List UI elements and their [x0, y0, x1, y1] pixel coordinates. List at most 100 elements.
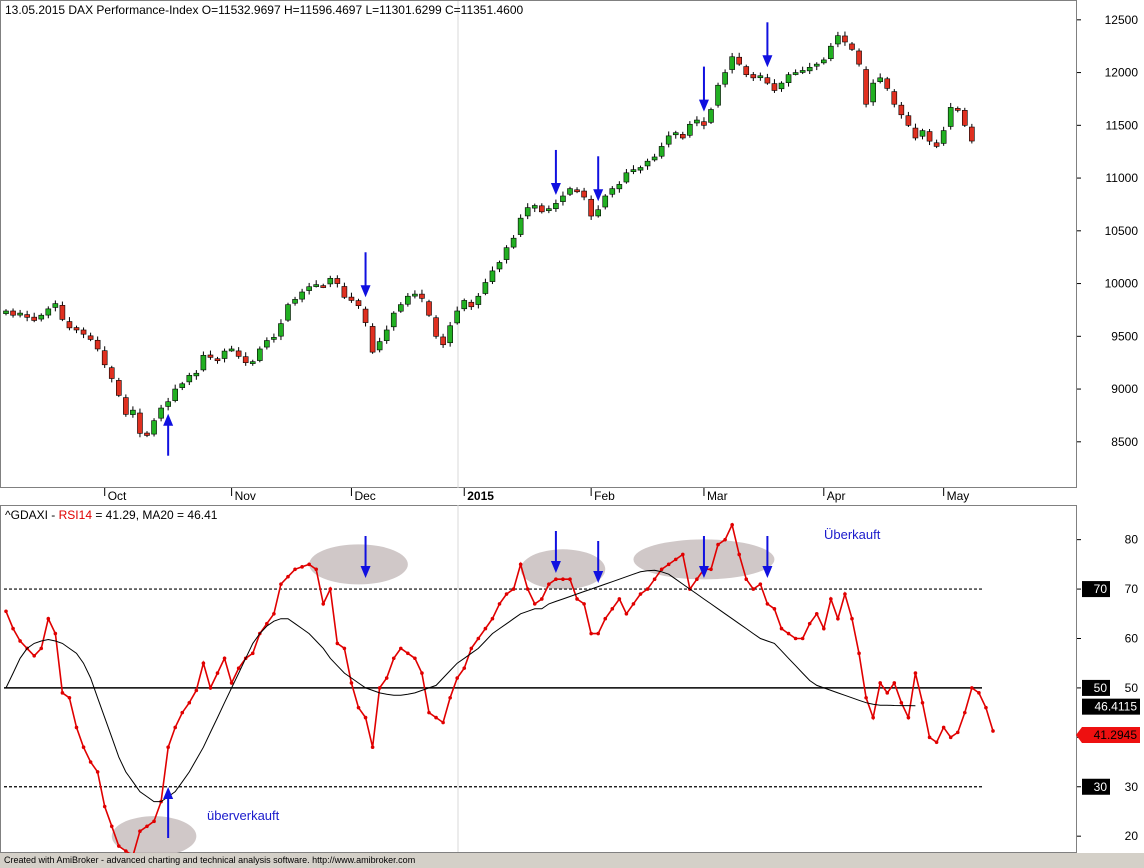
price-arrow-up-head	[163, 413, 174, 426]
rsi-point	[427, 710, 431, 715]
candle-bull	[919, 130, 926, 137]
candle-bull	[186, 375, 193, 383]
candle-bear	[969, 126, 975, 142]
rsi-point	[955, 730, 960, 735]
rsi-point	[716, 542, 720, 547]
candle-bull	[651, 156, 658, 161]
price-pane	[0, 0, 1077, 488]
rsi-point	[286, 574, 290, 579]
candle-bear	[31, 316, 38, 321]
tag-rsi-bg	[1076, 726, 1140, 743]
rsi-highlight	[111, 816, 197, 857]
candle-bear	[362, 308, 369, 323]
price-arrow-down-head	[593, 189, 604, 202]
rsi-point	[892, 681, 897, 685]
candle-bull	[306, 286, 312, 291]
tag-ma: 46.4115	[1095, 700, 1138, 714]
candle-bear	[235, 350, 242, 357]
date-label: Dec	[354, 489, 375, 503]
candle-bear	[905, 115, 912, 126]
candle-bear	[891, 91, 898, 105]
candle-bear	[320, 285, 327, 288]
rsi-highlight-ellipses	[111, 539, 775, 857]
rsi-highlight	[520, 549, 606, 590]
candle-bull	[672, 132, 679, 136]
candle-bear	[94, 339, 101, 350]
candle-bull	[510, 237, 517, 248]
candle-bear	[24, 314, 30, 318]
rsi-point	[504, 592, 509, 596]
date-label: Apr	[827, 489, 846, 503]
tag-70: 70	[1094, 582, 1108, 596]
candle-bear	[207, 354, 214, 358]
candle-bull	[292, 299, 298, 304]
candle-bear	[59, 305, 66, 320]
candle-bear	[898, 104, 905, 116]
rsi-point	[843, 592, 847, 596]
candle-bull	[687, 123, 693, 136]
rsi-point	[279, 582, 283, 586]
candle-bull	[503, 247, 510, 260]
candle-bull	[228, 348, 235, 352]
candle-bear	[341, 286, 348, 298]
rsi-tick-label: 30	[1125, 780, 1139, 794]
rsi-point	[335, 641, 340, 646]
rsi-title-values: = 41.29, MA20 = 46.41	[92, 508, 218, 522]
rsi-tick-label: 70	[1125, 582, 1139, 596]
rsi-point	[934, 740, 939, 745]
candle-bear	[574, 189, 580, 193]
rsi-lines	[4, 522, 995, 858]
candle-bull	[947, 107, 954, 127]
rsi-point	[483, 626, 488, 631]
candle-bull	[496, 262, 503, 270]
rsi-point	[377, 686, 382, 690]
rsi-point	[603, 616, 608, 621]
rsi-point	[681, 552, 685, 557]
annotation-ueberkauft: Überkauft	[824, 527, 881, 542]
candle-bull	[327, 277, 334, 285]
candle-bear	[108, 367, 115, 379]
rsi-point	[737, 552, 741, 557]
candle-bull	[3, 310, 9, 314]
candle-bear	[912, 127, 919, 139]
price-tick-label: 10000	[1105, 277, 1139, 291]
candle-bear	[10, 310, 16, 316]
date-label: 2015	[467, 489, 494, 503]
rsi-point	[920, 700, 925, 705]
rsi-point	[391, 656, 396, 661]
candle-bull	[52, 303, 59, 308]
rsi-point	[272, 611, 276, 616]
candle-bull	[517, 217, 524, 235]
candle-bull	[482, 282, 489, 294]
rsi-point	[448, 695, 452, 700]
rsi-point	[941, 725, 946, 730]
rsi-arrow-down-head	[762, 566, 773, 578]
date-label: Nov	[235, 489, 256, 503]
candle-bull	[616, 184, 623, 190]
rsi-point	[793, 636, 798, 641]
rsi-point	[236, 666, 241, 670]
candle-bull	[376, 341, 383, 351]
rsi-point	[173, 725, 177, 730]
rsi-point	[11, 626, 15, 631]
rsi-point	[413, 656, 417, 661]
candle-bear	[863, 69, 869, 105]
rsi-point	[532, 602, 537, 606]
candle-bull	[729, 56, 735, 70]
price-arrow-down-head	[360, 285, 371, 298]
annotation-ueberverkauft: überverkauft	[207, 808, 280, 823]
candle-bear	[954, 108, 961, 111]
rsi-point	[638, 592, 643, 596]
rsi-point	[765, 602, 770, 606]
rsi-point	[800, 636, 805, 641]
rsi-point	[384, 676, 389, 680]
rsi-point	[617, 597, 622, 601]
rsi-tick-label: 60	[1125, 631, 1139, 645]
rsi-point	[124, 849, 128, 853]
rsi-point	[807, 621, 812, 626]
series-ma20	[5, 569, 916, 803]
candle-bull	[567, 188, 573, 195]
rsi-point	[525, 587, 530, 591]
rsi-point	[878, 681, 882, 685]
candle-bull	[412, 293, 418, 297]
